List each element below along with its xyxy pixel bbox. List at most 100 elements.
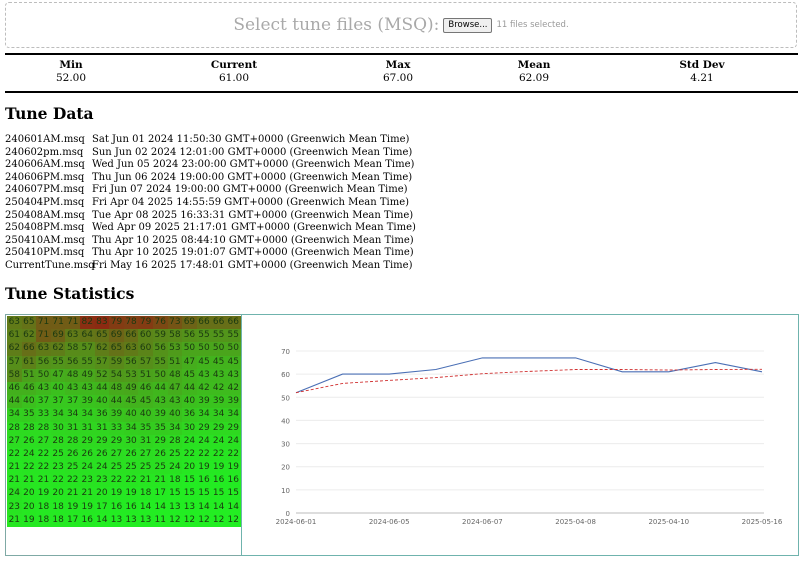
heatmap-cell: 40	[138, 408, 153, 422]
tune-file-name: 250410PM.msq	[5, 247, 85, 259]
heatmap-cell: 73	[167, 316, 183, 330]
tune-file-date: Thu Jun 06 2024 19:00:00 GMT+0000 (Green…	[92, 171, 413, 183]
browse-button[interactable]: Browse...	[443, 17, 493, 33]
heatmap-cell: 83	[94, 316, 110, 330]
heatmap-cell: 43	[211, 368, 226, 382]
heatmap-cell: 14	[225, 500, 241, 514]
heatmap-cell: 36	[182, 408, 197, 422]
y-tick-label: 50	[281, 394, 290, 402]
heatmap-cell: 58	[7, 368, 22, 382]
heatmap-cell: 25	[138, 461, 153, 475]
heatmap-row: 62 66 63 62 58 57 62 65 63 60 56 53 50 50 50 50	[7, 342, 241, 356]
heatmap-cell: 79	[109, 316, 124, 330]
heatmap-cell: 18	[167, 474, 183, 488]
heatmap-cell: 31	[138, 434, 153, 448]
heatmap-cell: 34	[211, 408, 226, 422]
y-tick-label: 30	[281, 441, 290, 449]
heatmap-row: 57 61 56 55 56 55 57 59 56 57 55 51 47 45 45 45	[7, 355, 241, 369]
heatmap-cell: 17	[65, 513, 80, 527]
heatmap-cell: 33	[36, 408, 51, 422]
tune-row: 250410PM.msq Thu Apr 10 2025 19:01:07 GMT…	[5, 247, 416, 260]
heatmap-cell: 27	[7, 434, 22, 448]
heatmap-cell: 49	[123, 381, 139, 396]
heatmap-cell: 34	[196, 408, 212, 422]
heatmap-cell: 34	[79, 408, 95, 422]
stat-value: 52.00	[55, 72, 87, 84]
heatmap-cell: 54	[109, 368, 124, 382]
heatmap-cell: 56	[152, 342, 168, 356]
heatmap-cell: 23	[79, 474, 95, 488]
heatmap-cell: 28	[7, 421, 22, 435]
heatmap-cell: 50	[152, 368, 168, 382]
heatmap-cell: 15	[182, 474, 197, 488]
tune-file-date: Wed Jun 05 2024 23:00:00 GMT+0000 (Green…	[92, 159, 415, 171]
heatmap-cell: 69	[109, 329, 124, 343]
heatmap-cell: 52	[94, 368, 110, 382]
x-tick-label: 2025-04-10	[648, 518, 689, 526]
heatmap-cell: 16	[211, 474, 226, 488]
heatmap-cell: 44	[109, 395, 124, 409]
heatmap-cell: 30	[182, 421, 197, 435]
heatmap-cell: 53	[123, 368, 139, 382]
heatmap-cell: 34	[65, 408, 80, 422]
tune-file-name: 240606AM.msq	[5, 159, 85, 171]
heatmap-cell: 26	[152, 447, 168, 462]
heatmap-cell: 22	[36, 447, 51, 462]
heatmap-cell: 12	[225, 513, 241, 527]
heatmap-cell: 13	[182, 500, 197, 514]
tune-file-name: CurrentTune.msq	[5, 259, 95, 271]
stat-label: Current	[210, 59, 258, 71]
heatmap-cell: 62	[94, 342, 110, 356]
heatmap-cell: 56	[65, 355, 80, 369]
tune-file-date: Fri May 16 2025 17:48:01 GMT+0000 (Green…	[92, 259, 413, 271]
heatmap-cell: 50	[196, 342, 212, 356]
heatmap-cell: 55	[225, 329, 241, 343]
file-upload-area[interactable]: Select tune files (MSQ): Browse... 11 fi…	[5, 2, 797, 48]
tune-file-name: 240601AM.msq	[5, 134, 85, 145]
heatmap-cell: 13	[138, 513, 153, 527]
heatmap-cell: 25	[152, 461, 168, 475]
stat-value: 62.09	[518, 72, 550, 84]
heatmap-cell: 22	[7, 447, 22, 462]
stat-label: Max	[385, 59, 411, 71]
heatmap-cell: 12	[182, 513, 197, 527]
stat-current: Current 61.00	[174, 59, 294, 85]
heatmap-cell: 22	[50, 474, 66, 488]
heatmap-cell: 30	[50, 421, 66, 435]
heatmap-cell: 43	[65, 381, 80, 396]
heatmap-cell: 51	[138, 368, 153, 382]
heatmap-cell: 35	[152, 421, 168, 435]
heatmap-cell: 19	[109, 487, 124, 501]
heatmap-cell: 18	[36, 513, 51, 527]
heatmap-row: 63 65 71 71 71 82 83 79 78 79 76 73 69 66 66 66	[7, 316, 241, 330]
heatmap-cell: 43	[225, 368, 241, 382]
heatmap-cell: 71	[65, 316, 80, 330]
heatmap-cell: 34	[225, 408, 241, 422]
x-tick-label: 2024-06-05	[369, 518, 410, 526]
heatmap-cell: 25	[167, 447, 183, 462]
heatmap-cell: 59	[109, 355, 124, 369]
heatmap-cell: 39	[196, 395, 212, 409]
heatmap-cell: 21	[7, 461, 22, 475]
heatmap-cell: 31	[79, 421, 95, 435]
heatmap-cell: 18	[50, 513, 66, 527]
x-tick-label: 2024-06-07	[462, 518, 503, 526]
tune-file-name: 240602pm.msq	[5, 146, 84, 158]
y-tick-label: 0	[286, 510, 290, 518]
tune-file-date: Sat Jun 01 2024 11:50:30 GMT+0000 (Green…	[92, 134, 410, 145]
heatmap-cell: 43	[152, 395, 168, 409]
heatmap-row: 46 46 43 40 43 43 44 48 49 46 44 47 44 42 42 42	[7, 381, 241, 396]
tune-file-name: 250408PM.msq	[5, 222, 85, 234]
heatmap-cell: 19	[21, 513, 37, 527]
heatmap-cell: 15	[196, 487, 212, 501]
heatmap-cell: 24	[196, 434, 212, 448]
heatmap-cell: 34	[123, 421, 139, 435]
heatmap-cell: 22	[65, 474, 80, 488]
heatmap-cell: 21	[7, 474, 22, 488]
heatmap-cell: 12	[196, 513, 212, 527]
heatmap-cell: 20	[94, 487, 110, 501]
heatmap-cell: 50	[36, 368, 51, 382]
tune-file-name: 240607PM.msq	[5, 184, 85, 196]
heatmap-cell: 34	[167, 421, 183, 435]
heatmap-row: 27 26 27 28 28 29 29 29 30 31 29 28 24 24 24 24	[7, 434, 241, 448]
